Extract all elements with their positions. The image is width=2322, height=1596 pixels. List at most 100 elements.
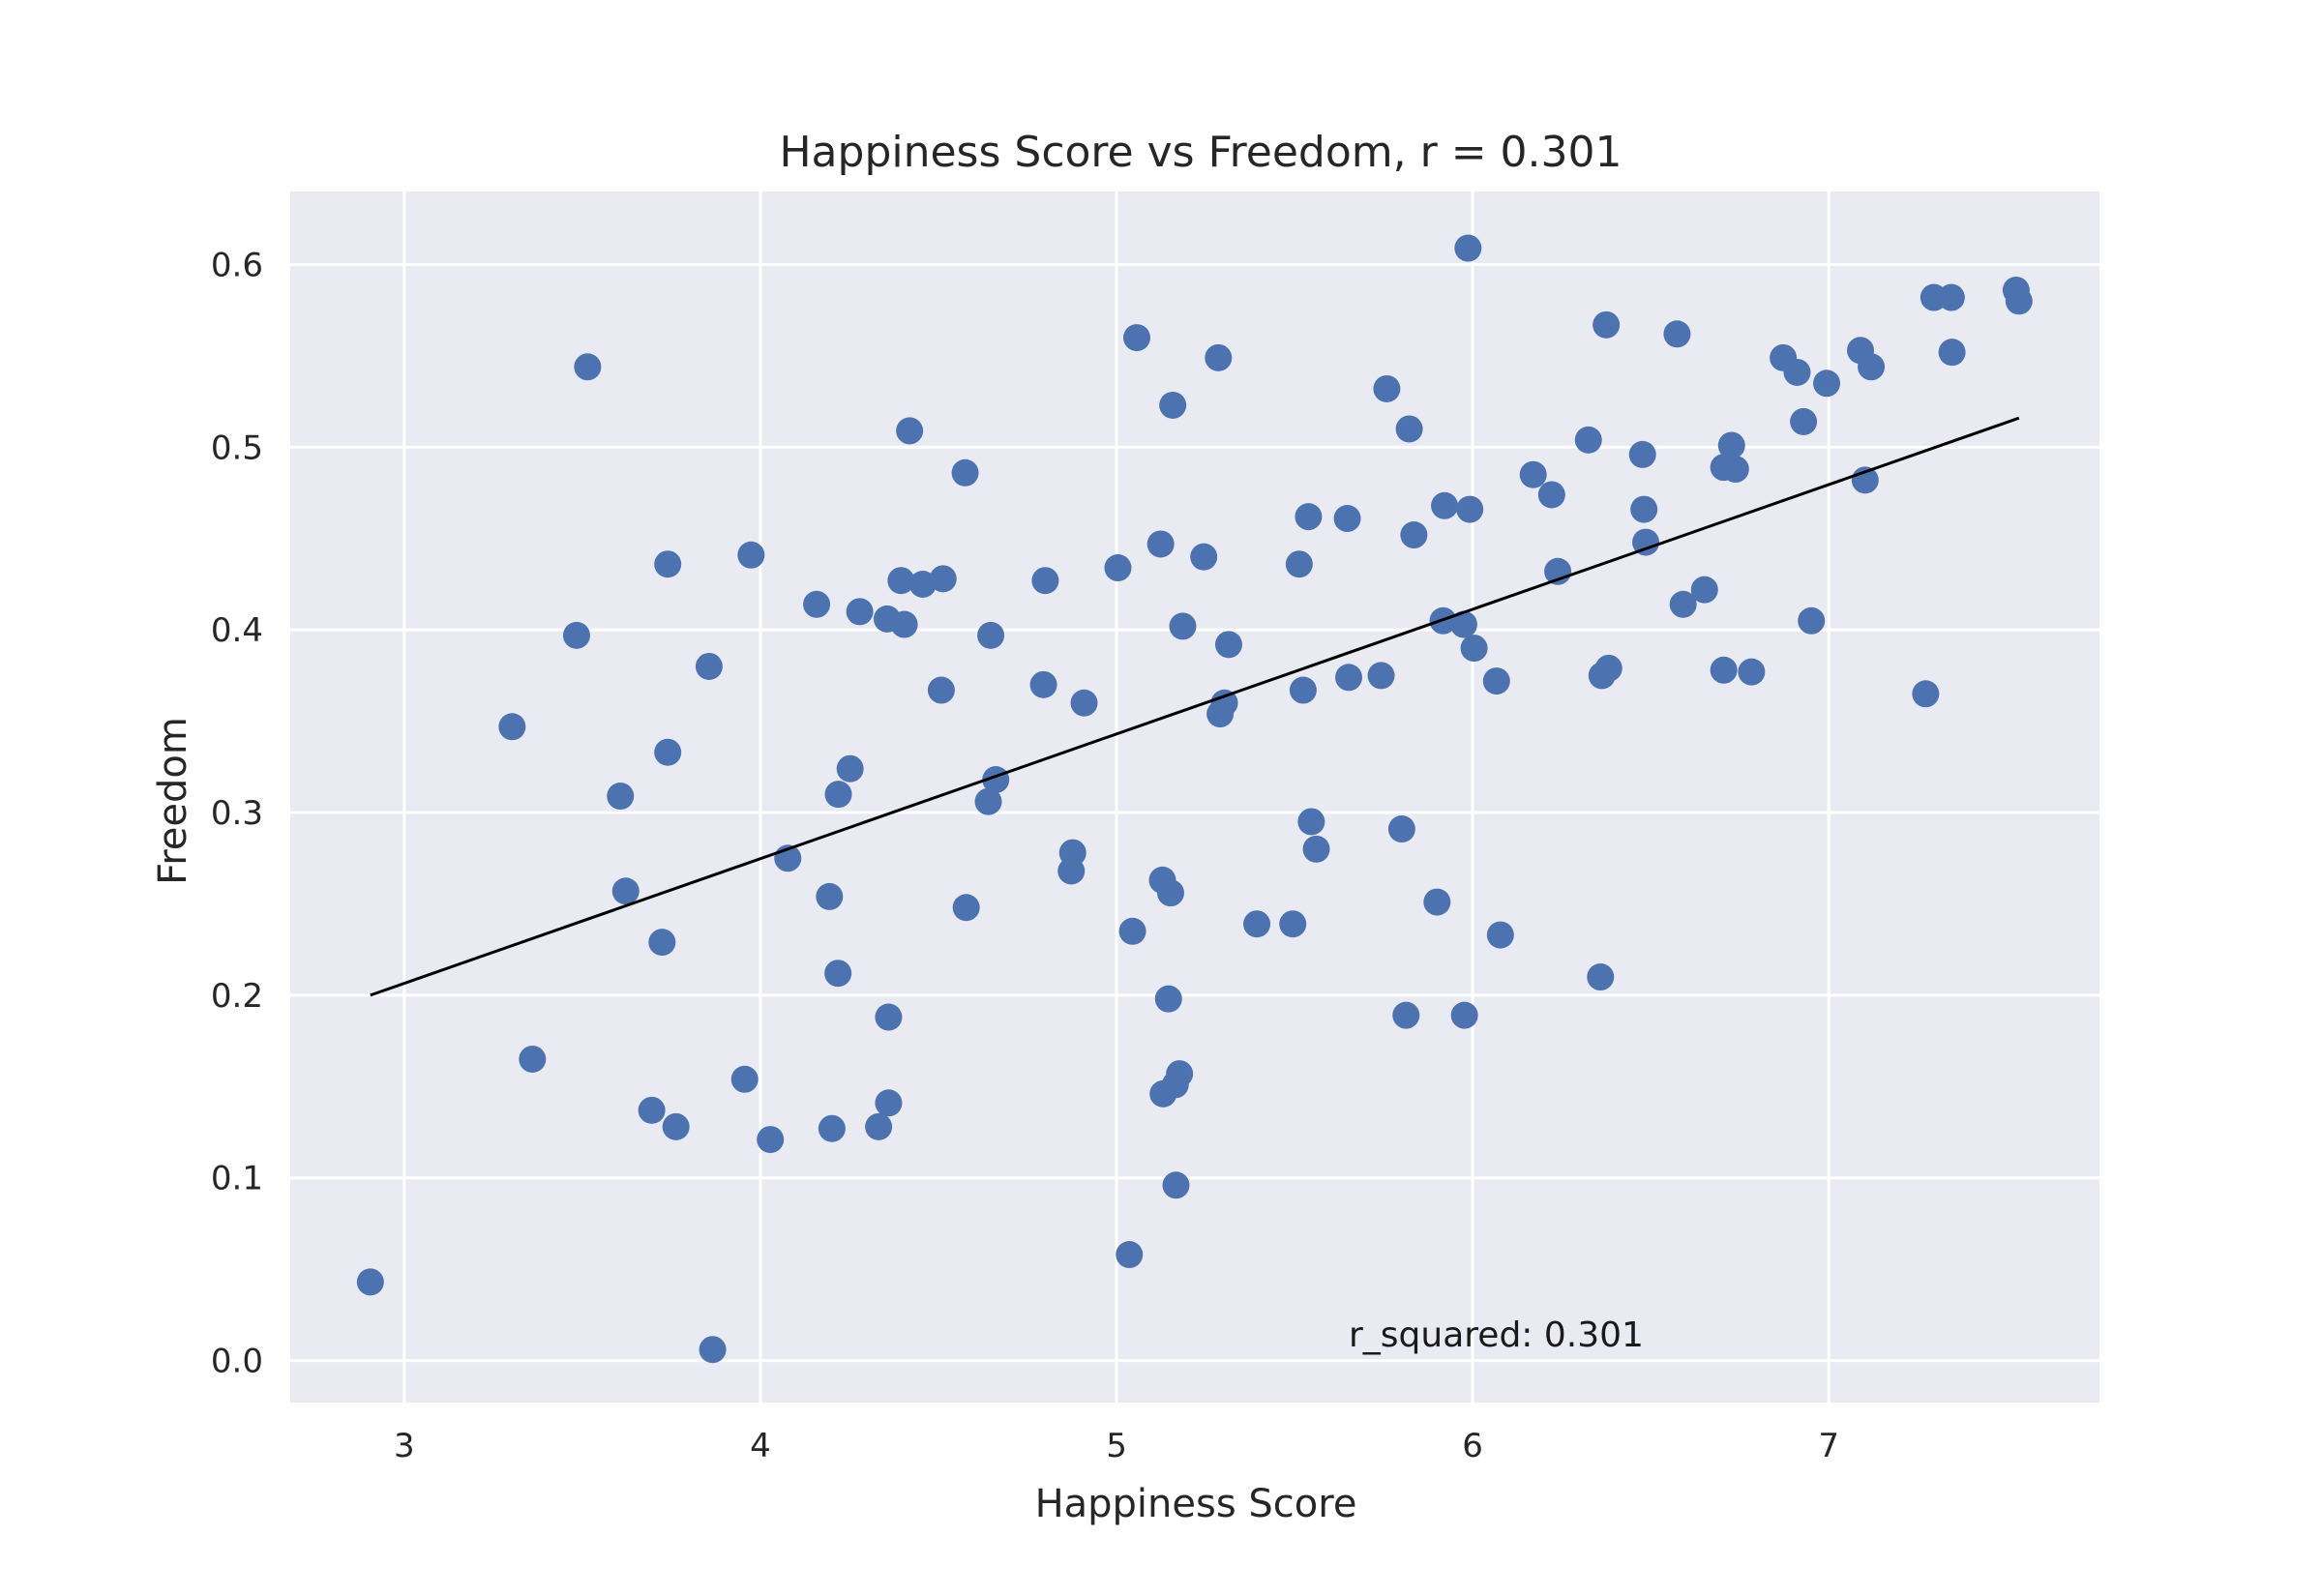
y-tick-label: 0.1 (211, 1160, 263, 1198)
x-tick-label: 5 (1106, 1427, 1127, 1465)
data-point (1593, 310, 1621, 339)
data-point (574, 353, 602, 381)
data-point (1156, 879, 1184, 907)
data-point (927, 676, 955, 704)
data-point (1938, 339, 1966, 367)
data-point (1456, 495, 1484, 523)
data-point (1392, 1001, 1420, 1029)
data-point (1450, 1001, 1478, 1029)
data-point (1858, 353, 1886, 381)
x-tick-labels: 3 4 5 6 7 (394, 1427, 1839, 1465)
data-point (1630, 495, 1658, 523)
data-point (952, 894, 980, 922)
data-point (803, 590, 831, 618)
data-point (1154, 985, 1182, 1013)
data-point (1243, 910, 1271, 938)
x-tick-label: 3 (394, 1427, 415, 1465)
data-point (1594, 654, 1622, 682)
data-point (1519, 460, 1547, 488)
data-point (1297, 808, 1325, 836)
data-point (1367, 662, 1395, 690)
data-point (695, 652, 723, 680)
data-point (1690, 576, 1718, 604)
data-point (1912, 680, 1940, 708)
data-point (611, 877, 640, 905)
data-point (1482, 667, 1510, 695)
data-point (699, 1336, 727, 1364)
data-point (1663, 320, 1691, 348)
data-point (1122, 324, 1150, 352)
plot-background (290, 192, 2099, 1403)
data-point (1169, 612, 1197, 640)
data-point (737, 541, 765, 569)
data-point (1116, 1241, 1144, 1269)
data-point (887, 567, 915, 595)
regression-line (370, 416, 2020, 997)
chart-title: Happiness Score vs Freedom, r = 0.301 (779, 128, 1622, 177)
y-tick-label: 0.5 (211, 429, 263, 467)
data-point (1335, 664, 1363, 692)
data-point (1295, 503, 1323, 531)
data-point (1486, 921, 1514, 949)
x-tick-label: 4 (750, 1427, 771, 1465)
y-tick-label: 0.4 (211, 611, 263, 650)
data-point (896, 417, 924, 445)
data-point (1159, 391, 1187, 419)
r-squared-annotation: r_squared: 0.301 (1349, 1315, 1644, 1355)
data-point (654, 550, 682, 578)
data-point (824, 781, 852, 809)
data-point (654, 738, 682, 766)
data-point (356, 1268, 384, 1296)
data-point (662, 1112, 690, 1140)
data-point (1210, 689, 1238, 717)
data-point (908, 571, 937, 599)
data-point (846, 598, 874, 626)
data-point (1537, 481, 1565, 509)
data-point (648, 929, 676, 957)
data-point (1632, 528, 1660, 556)
data-point (977, 621, 1005, 649)
data-point (1813, 369, 1841, 398)
data-point (974, 787, 1002, 815)
data-point (1717, 431, 1745, 459)
data-point (1721, 456, 1749, 484)
data-point (1937, 283, 1965, 311)
data-point (1190, 543, 1218, 571)
data-point (1146, 530, 1175, 558)
x-tick-label: 6 (1462, 1427, 1483, 1465)
y-tick-labels: 0.0 0.1 0.2 0.3 0.4 0.5 0.6 (211, 247, 263, 1381)
data-point (1029, 670, 1057, 698)
y-tick-label: 0.2 (211, 977, 263, 1016)
data-point (816, 882, 844, 910)
data-point (1790, 407, 1818, 435)
data-point (1400, 521, 1428, 549)
data-point (1104, 554, 1132, 582)
data-point (1423, 888, 1451, 916)
data-point (1302, 835, 1330, 863)
data-point (1798, 606, 1826, 635)
data-point (1574, 426, 1602, 454)
data-point (1162, 1171, 1190, 1199)
data-point (1058, 839, 1087, 867)
data-point (1738, 658, 1766, 686)
y-tick-label: 0.6 (211, 247, 263, 285)
data-point (875, 1089, 903, 1117)
data-point (1205, 343, 1233, 371)
data-point (1285, 550, 1313, 578)
data-point (498, 713, 526, 741)
data-point (730, 1065, 759, 1093)
data-point (1279, 910, 1307, 938)
data-point (1710, 656, 1738, 684)
data-point (836, 754, 864, 783)
data-point (1373, 374, 1401, 402)
data-point (1387, 815, 1415, 843)
y-axis-label: Freedom (151, 717, 195, 885)
data-point (1628, 440, 1656, 468)
data-point (1070, 689, 1098, 717)
data-point (824, 960, 852, 988)
data-point (1460, 635, 1488, 663)
data-point (1289, 676, 1317, 704)
data-point (890, 610, 918, 638)
data-point (2005, 287, 2033, 315)
data-point (1783, 358, 1811, 386)
